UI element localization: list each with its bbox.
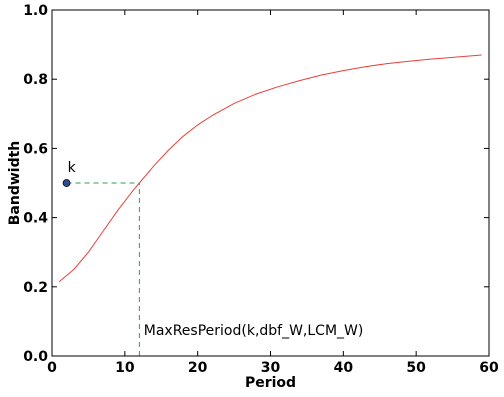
series-line bbox=[58, 54, 482, 282]
plot-layer bbox=[58, 54, 482, 356]
plot-frame bbox=[51, 9, 490, 357]
labels-layer: 0 10 20 30 40 50 60 0.0 0.2 0.4 0.6 0.8 1.0 Period Ban… bbox=[7, 3, 499, 391]
y-tick-label: 1.0 bbox=[23, 3, 48, 19]
x-tick-label: 10 bbox=[115, 360, 135, 376]
y-tick-label: 0.2 bbox=[23, 280, 48, 296]
ticks-layer bbox=[51, 9, 490, 357]
y-axis-label: Bandwidth bbox=[7, 141, 23, 226]
x-tick-label: 40 bbox=[334, 360, 354, 376]
x-tick-label: 20 bbox=[188, 360, 208, 376]
x-tick-label: 30 bbox=[261, 360, 281, 376]
y-tick-label: 0.8 bbox=[23, 72, 48, 88]
y-tick-label: 0.0 bbox=[23, 349, 48, 365]
point-k-label: k bbox=[68, 160, 77, 176]
y-tick-label: 0.4 bbox=[23, 211, 48, 227]
max-res-period-annotation: MaxResPeriod(k,dbf_W,LCM_W) bbox=[144, 323, 364, 339]
x-tick-label: 50 bbox=[406, 360, 426, 376]
y-tick-label: 0.6 bbox=[23, 141, 48, 157]
x-tick-label: 60 bbox=[479, 360, 499, 376]
x-axis-label: Period bbox=[245, 375, 296, 391]
point-k-marker bbox=[62, 179, 71, 187]
x-tick-label: 0 bbox=[47, 360, 57, 376]
